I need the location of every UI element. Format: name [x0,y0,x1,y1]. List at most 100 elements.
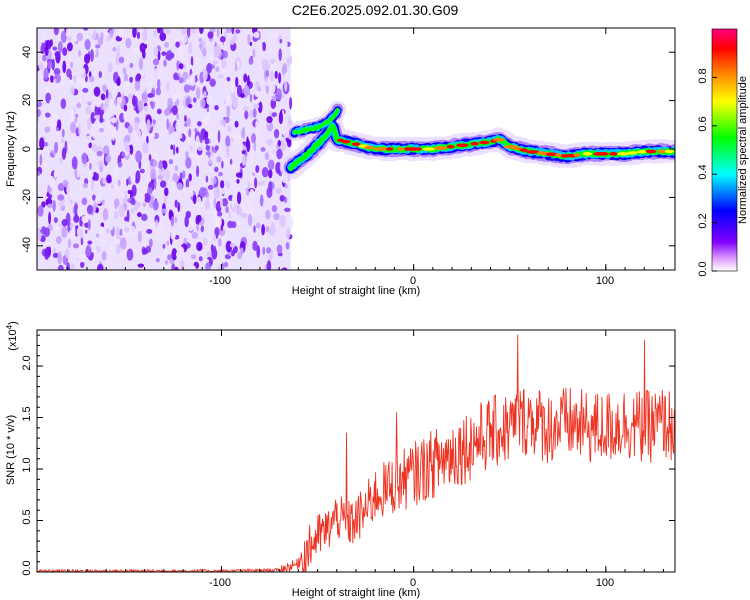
noise-blob [177,202,180,213]
noise-blob [44,112,51,118]
noise-blob [78,123,81,136]
noise-blob [127,125,133,134]
noise-blob [187,103,193,109]
noise-blob [141,92,149,104]
noise-blob [164,41,169,48]
noise-blob [199,42,203,50]
noise-blob [171,248,178,261]
noise-blob [45,241,51,248]
noise-blob [200,98,206,109]
snr-ytick-label: 0.5 [21,509,33,524]
noise-blob [139,168,145,174]
noise-blob [125,147,131,152]
noise-blob [41,201,46,208]
noise-blob [198,37,203,42]
noise-blob [184,115,187,123]
noise-blob [249,188,255,200]
noise-blob [116,78,121,86]
noise-blob [271,147,278,159]
noise-blob [110,117,118,124]
noise-blob [167,97,174,110]
chart-title: C2E6.2025.092.01.30.G09 [292,2,459,18]
trace-core [406,147,419,151]
noise-blob [116,96,123,104]
noise-blob [77,205,84,217]
noise-blob [149,222,157,229]
noise-blob [117,28,125,38]
noise-blob [108,29,114,38]
colorbar-tick-label: 0.6 [697,116,709,131]
noise-blob [88,141,92,149]
snr-ytick-label: 1.0 [21,457,33,472]
noise-blob [182,170,186,179]
noise-blob [155,152,158,158]
trace-core [373,147,388,151]
noise-blob [163,108,171,116]
noise-blob [217,130,221,143]
noise-blob [130,198,136,206]
noise-blob [213,177,217,184]
noise-blob [185,151,189,160]
noise-blob [54,225,61,230]
noise-blob [272,33,279,39]
noise-blob [208,158,212,165]
noise-blob [254,177,258,189]
noise-blob [253,103,260,109]
noise-blob [278,72,282,84]
noise-blob [82,183,88,189]
noise-blob [226,76,231,82]
noise-blob [129,225,136,238]
noise-blob [161,93,164,99]
trace-core [351,142,361,146]
noise-blob [234,62,238,72]
noise-blob [106,174,112,183]
noise-blob [242,145,247,151]
noise-blob [221,219,225,227]
snr-xtick-label: -100 [209,577,231,589]
noise-blob [162,243,166,249]
snr-multiplier-exponent: 4 [5,324,14,329]
noise-blob [115,118,119,131]
noise-blob [221,57,227,70]
noise-blob [163,59,167,67]
noise-blob [102,145,110,156]
noise-blob [132,28,137,38]
noise-blob [155,219,159,228]
noise-blob [45,85,52,92]
noise-blob [219,125,225,130]
noise-blob [195,135,200,146]
noise-blob [61,147,67,160]
noise-blob [212,234,217,242]
noise-blob [248,57,254,65]
noise-blob [226,181,231,189]
noise-blob [114,238,120,245]
noise-blob [204,130,209,140]
noise-blob [73,214,80,223]
noise-blob [49,152,54,157]
noise-blob [89,75,95,83]
noise-blob [108,245,114,256]
noise-blob [185,186,190,194]
noise-blob [116,101,120,109]
noise-blob [136,31,141,40]
noise-blob [202,237,208,246]
noise-blob [216,211,223,217]
noise-blob [57,264,64,270]
noise-blob [164,98,168,107]
trace-core [617,152,629,156]
noise-blob [172,144,176,156]
noise-blob [170,144,174,150]
noise-blob [226,125,232,133]
noise-blob [285,241,290,250]
noise-blob [187,233,191,239]
noise-blob [79,228,84,241]
noise-blob [159,218,163,224]
noise-blob [169,126,175,134]
noise-blob [273,212,280,221]
noise-blob [176,112,179,120]
noise-blob [206,62,213,74]
noise-blob [191,232,199,239]
colorbar-tick-label: 0.8 [697,68,709,83]
noise-blob [257,144,261,157]
noise-blob [83,28,89,31]
